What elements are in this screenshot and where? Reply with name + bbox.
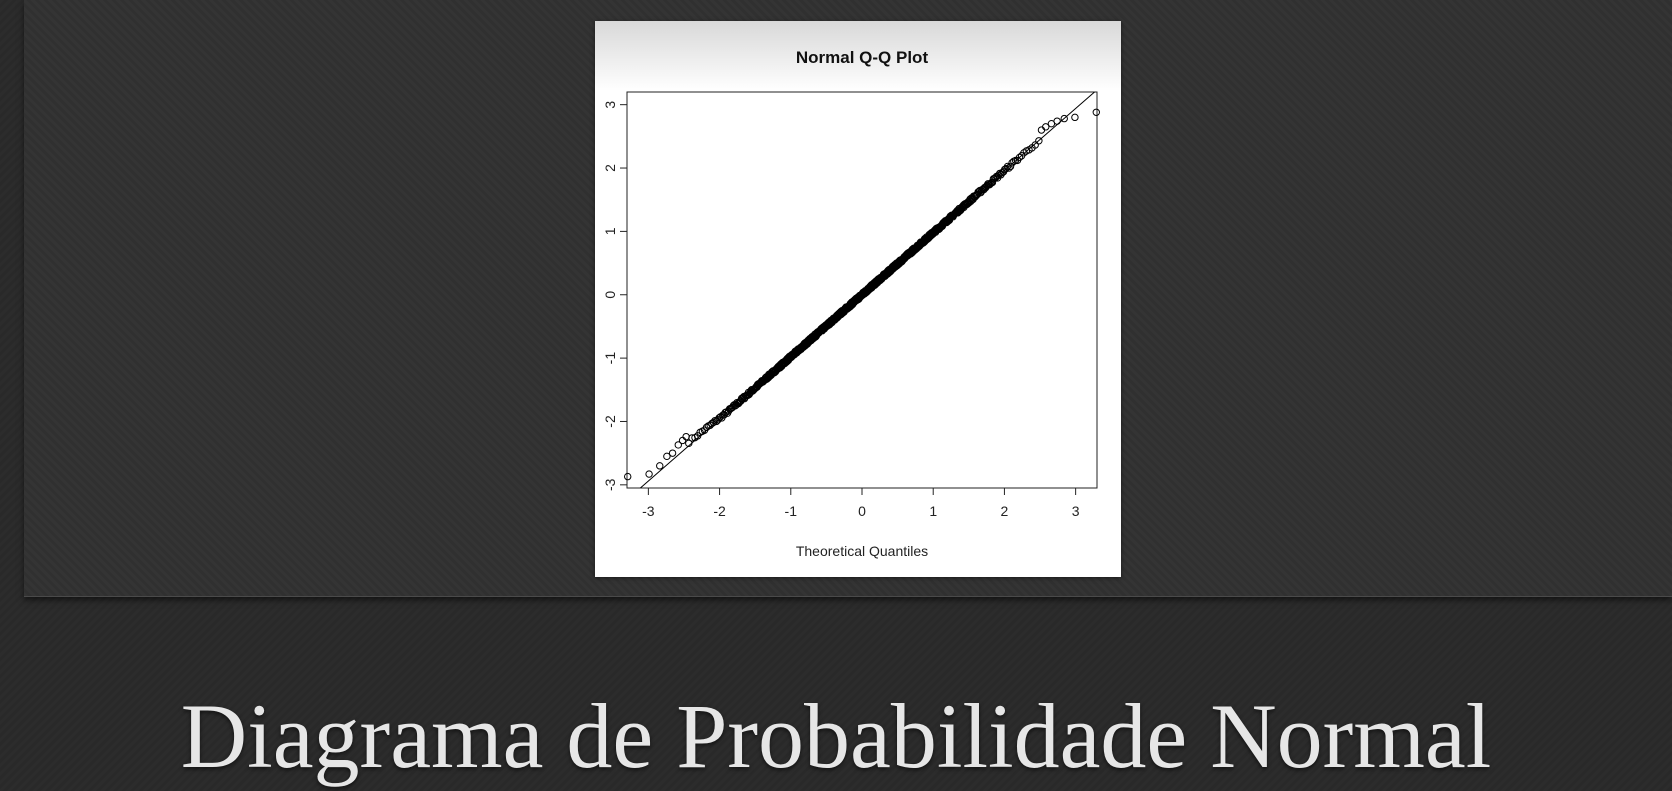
data-point [1003,162,1012,171]
data-point-tail [645,470,653,478]
y-axis: -3 -2 -1 0 1 2 3 [602,101,627,491]
x-tick-label: -2 [713,503,726,519]
data-point [1015,153,1024,162]
data-point-tail [1071,113,1079,122]
x-tick-label: 0 [858,503,866,519]
data-point [1006,162,1015,171]
data-point [1035,137,1043,145]
x-tick-label: 2 [1001,503,1009,519]
data-points-group [624,108,1100,481]
y-tick-label: 2 [602,164,618,172]
figure-header-shade [595,21,1121,91]
data-point-tail [1053,117,1061,125]
y-tick-label: 0 [602,291,618,299]
data-point-tail [656,462,664,470]
data-point [702,423,711,432]
data-point [685,439,693,448]
x-tick-label: 1 [929,503,937,519]
slide-title: Diagrama de Probabilidade Normal [180,685,1492,787]
data-point-tail [1042,123,1050,131]
data-point-tail [668,449,677,457]
x-axis-label: Theoretical Quantiles [796,543,928,559]
data-point [1005,164,1013,172]
data-point-tail [663,452,671,461]
chart-title: Normal Q-Q Plot [796,48,929,67]
data-point [1002,164,1010,173]
qq-plot-figure: Normal Q-Q Plot -3 -2 -1 0 1 2 3 -3 -2 -1 0 1 2 3 Th… [595,21,1121,577]
data-point-tail [674,441,682,449]
x-tick-label: -1 [785,503,798,519]
data-point-tail [1092,108,1100,116]
data-point-tail [624,472,632,481]
y-tick-label: -2 [602,415,618,428]
x-axis: -3 -2 -1 0 1 2 3 [642,488,1080,519]
y-tick-label: -1 [602,352,618,365]
data-point-tail [682,432,690,441]
y-tick-label: 3 [602,101,618,109]
y-tick-label: -3 [602,478,618,491]
qq-plot-svg: Normal Q-Q Plot -3 -2 -1 0 1 2 3 -3 -2 -1 0 1 2 3 Th… [602,48,1100,559]
x-tick-label: 3 [1072,503,1080,519]
data-point-tail [1060,114,1068,123]
data-point [1031,141,1039,149]
x-tick-label: -3 [642,503,655,519]
y-tick-label: 1 [602,227,618,235]
